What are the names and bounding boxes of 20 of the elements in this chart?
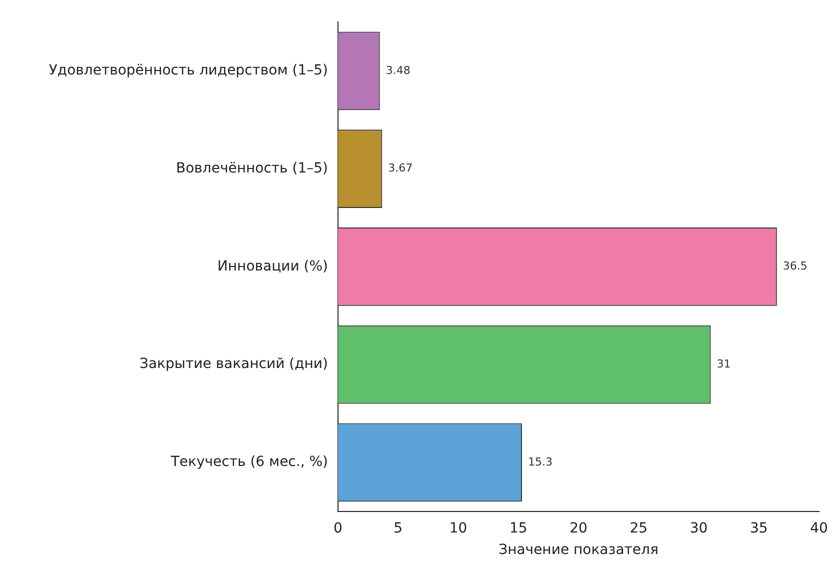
y-tick-label: Инновации (%) xyxy=(217,258,328,274)
x-tick-label: 5 xyxy=(394,520,403,536)
x-tick-label: 35 xyxy=(750,520,768,536)
data-label: 3.67 xyxy=(388,162,413,175)
x-tick-label: 40 xyxy=(810,520,828,536)
data-label: 15.3 xyxy=(528,455,552,468)
data-label: 31 xyxy=(716,357,731,370)
x-tick-label: 25 xyxy=(630,520,648,536)
y-tick-label: Удовлетворённость лидерством (1–5) xyxy=(48,62,328,79)
data-label: 3.48 xyxy=(386,64,410,77)
x-axis-title: Значение показателя xyxy=(498,542,658,558)
y-tick-label: Закрытие вакансий (дни) xyxy=(140,356,328,372)
y-tick-label: Вовлечённость (1–5) xyxy=(176,160,328,176)
x-tick-label: 20 xyxy=(570,520,588,536)
x-tick-label: 10 xyxy=(449,520,468,536)
y-tick-label: Текучесть (6 мес., %) xyxy=(170,454,328,470)
data-label: 36.5 xyxy=(782,260,808,273)
x-tick-label: 0 xyxy=(334,520,342,536)
x-tick-label: 15 xyxy=(509,520,528,536)
x-tick-label: 30 xyxy=(690,520,708,536)
